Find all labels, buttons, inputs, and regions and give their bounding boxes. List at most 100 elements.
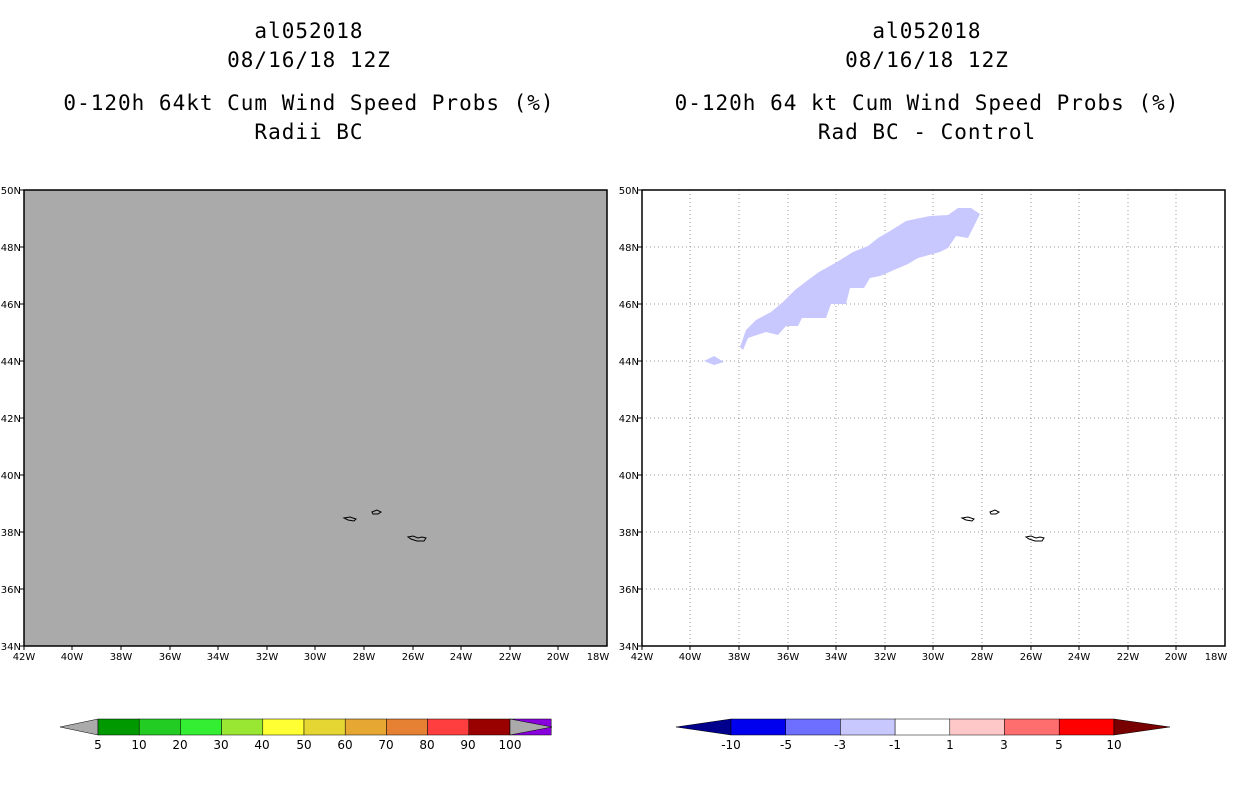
colorbar-swatch [221,718,264,736]
lon-label: 28W [353,652,376,663]
shaded-region-negative [740,208,980,350]
lat-label: 36N [1,585,21,596]
lon-labels: 42W 40W 38W 36W 34W 32W 30W 28W 26W 24W … [13,652,610,663]
lon-label: 20W [547,652,570,663]
shaded-region-negative [704,356,724,365]
datetime: 08/16/18 12Z [227,48,391,72]
map-ticks [638,189,1177,650]
colorbar-label: 50 [296,738,311,752]
colorbar-label: -3 [834,738,846,752]
colorbar-swatch [138,718,181,736]
colorbar-label: 80 [419,738,434,752]
island-outline [989,509,1000,515]
colorbar-swatch [949,718,1005,736]
lon-label: 34W [825,652,848,663]
lon-label: 40W [679,652,702,663]
lon-label: 42W [13,652,36,663]
lon-label: 20W [1165,652,1188,663]
lat-label: 42N [1,414,21,425]
colorbar-end-high [509,718,553,736]
colorbar-swatch [894,718,951,736]
lat-label: 42N [619,414,639,425]
lat-label: 50N [1,186,21,197]
lon-label: 22W [1117,652,1140,663]
colorbar-label: 5 [1055,738,1063,752]
colorbar-label: 10 [1106,738,1121,752]
colorbar-swatch [730,718,786,736]
colorbar-label: 3 [1000,738,1008,752]
colorbar-label: 70 [378,738,393,752]
right-map-svg: 50N 48N 46N 44N 42N 40N 38N 36N 34N 42W … [619,186,1228,752]
colorbar-label: -5 [780,738,792,752]
lat-label: 44N [619,357,639,368]
lon-label: 40W [61,652,84,663]
colorbar-label: 30 [213,738,228,752]
lat-label: 38N [619,528,639,539]
colorbar-end-low [59,718,99,736]
colorbar-swatch [303,718,346,736]
lon-label: 38W [110,652,133,663]
lon-label: 30W [922,652,945,663]
azores-islands [342,509,427,542]
colorbar-label: 20 [172,738,187,752]
map-background [24,190,607,646]
lon-label: 22W [499,652,522,663]
colorbar-swatch [344,718,387,736]
difference-colorbar: -10 -5 -3 -1 1 3 5 10 [675,718,1171,752]
colorbar-swatch [262,718,305,736]
colorbar-label: 100 [499,738,522,752]
lat-label: 48N [619,243,639,254]
lon-label: 18W [1205,652,1228,663]
colorbar-swatch [180,718,222,736]
product-title: 0-120h 64 kt Cum Wind Speed Probs (%) [674,91,1180,115]
lat-label: 40N [619,471,639,482]
colorbar-swatch [1004,718,1060,736]
left-map-svg: 50N 48N 46N 44N 42N 40N 38N 36N 34N 42W … [1,186,610,752]
lon-label: 38W [728,652,751,663]
lat-label: 44N [1,357,21,368]
lat-label: 50N [619,186,639,197]
lat-label: 40N [1,471,21,482]
left-panel: al052018 08/16/18 12Z 0-120h 64kt Cum Wi… [1,19,610,752]
lat-label: 46N [619,300,639,311]
island-outline [406,535,427,542]
map-ticks [20,189,559,650]
colorbar-label: -10 [721,738,741,752]
colorbar-label: 60 [337,738,352,752]
right-panel: al052018 08/16/18 12Z 0-120h 64 kt Cum W… [618,0,1236,800]
colorbar-label: 5 [94,738,102,752]
lat-labels: 50N 48N 46N 44N 42N 40N 38N 36N 34N [619,186,639,653]
colorbar-label: 90 [460,738,475,752]
lon-label: 30W [304,652,327,663]
colorbar-label: 1 [946,738,954,752]
colorbar-label: 40 [254,738,269,752]
lon-label: 34W [207,652,230,663]
island-outline [960,516,975,522]
lon-label: 28W [971,652,994,663]
colorbar-swatch [427,718,470,736]
gridlines [642,190,1225,646]
colorbar-end-high [1113,718,1171,736]
datetime: 08/16/18 12Z [845,48,1009,72]
lat-label: 38N [1,528,21,539]
colorbar-swatch [1058,718,1115,736]
lon-label: 26W [402,652,425,663]
island-outline [371,509,382,515]
lat-label: 34N [619,642,639,653]
colorbar-label: -1 [889,738,901,752]
island-outline [342,516,357,522]
lat-label: 34N [1,642,21,653]
lon-label: 24W [450,652,473,663]
lon-label: 32W [874,652,897,663]
subtitle: Rad BC - Control [817,120,1037,144]
colorbar-swatch [785,718,841,736]
colorbar-swatch [840,718,896,736]
lon-label: 32W [256,652,279,663]
lon-label: 36W [159,652,182,663]
subtitle: Radii BC [254,120,364,144]
azores-islands [960,509,1045,542]
lon-label: 18W [587,652,610,663]
colorbar-label: 10 [131,738,146,752]
storm-id: al052018 [254,19,364,43]
island-outline [1024,535,1045,542]
